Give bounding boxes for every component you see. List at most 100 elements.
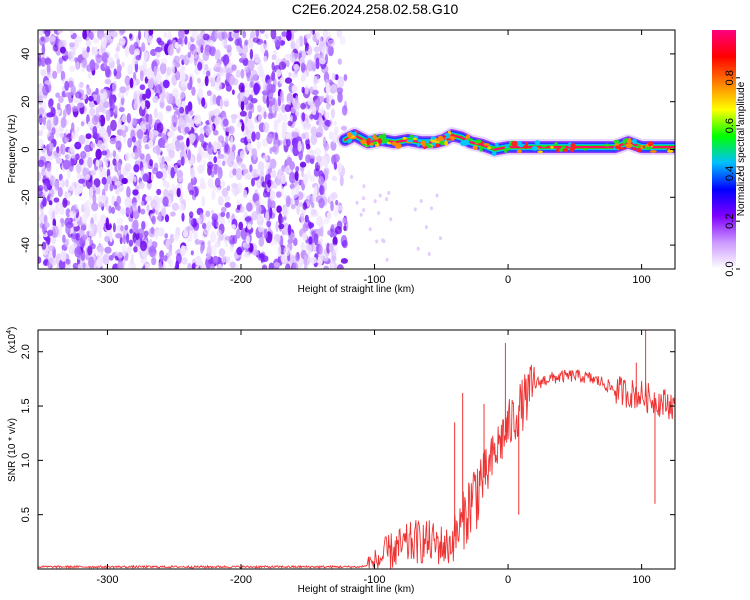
noise-speckle [156, 37, 162, 44]
noise-speckle [92, 37, 100, 44]
noise-speckle [100, 194, 107, 204]
noise-speckle [120, 225, 124, 232]
noise-speckle [319, 36, 323, 46]
noise-speckle [182, 229, 189, 238]
noise-speckle [133, 246, 138, 253]
noise-speckle [340, 258, 348, 264]
noise-speckle [297, 140, 302, 152]
noise-speckle [56, 102, 61, 111]
noise-speckle [308, 236, 313, 245]
noise-speckle [331, 131, 339, 144]
noise-speckle [60, 46, 66, 54]
noise-speckle [65, 223, 71, 235]
noise-speckle [271, 54, 277, 61]
noise-speckle [124, 152, 131, 161]
noise-speckle [124, 46, 130, 57]
ridge-speckle [570, 147, 575, 153]
noise-speckle [175, 70, 181, 81]
noise-speckle [105, 200, 109, 211]
noise-speckle [199, 177, 205, 188]
noise-speckle [167, 44, 174, 56]
noise-speckle [91, 184, 97, 191]
noise-speckle [90, 142, 96, 149]
noise-speckle [106, 175, 113, 185]
noise-speckle [248, 102, 252, 111]
noise-speckle [162, 79, 170, 89]
noise-speckle [110, 119, 117, 132]
noise-speckle [171, 202, 179, 211]
noise-speckle [305, 143, 311, 150]
noise-speckle [189, 211, 194, 219]
noise-speckle [208, 258, 214, 265]
noise-speckle [325, 93, 330, 105]
noise-speckle [74, 141, 82, 150]
noise-speckle [168, 142, 176, 151]
noise-speckle [150, 199, 158, 209]
noise-speckle [60, 143, 66, 155]
noise-speckle [48, 245, 55, 252]
noise-speckle [55, 108, 61, 115]
noise-speckle [107, 56, 114, 63]
noise-speckle [295, 183, 300, 194]
noise-speckle [88, 256, 95, 269]
noise-speckle [315, 57, 320, 70]
noise-speckle [228, 151, 235, 163]
noise-speckle [322, 136, 327, 145]
noise-speckle [269, 207, 273, 219]
noise-speckle [181, 212, 185, 222]
noise-speckle [187, 263, 192, 269]
noise-speckle [38, 171, 42, 182]
noise-speckle [266, 96, 270, 108]
noise-speckle [154, 229, 159, 238]
ridge-speckle [402, 136, 407, 140]
noise-speckle [326, 211, 332, 220]
noise-speckle [206, 245, 213, 256]
noise-speckle [126, 85, 130, 91]
noise-speckle [47, 261, 51, 269]
noise-speckle [141, 98, 146, 110]
noise-speckle [119, 30, 126, 35]
noise-speckle [76, 126, 80, 132]
noise-speckle [198, 133, 205, 143]
noise-speckle [102, 131, 109, 143]
noise-speckle [117, 251, 123, 259]
noise-speckle [314, 147, 322, 156]
top-x-tick-label: -100 [364, 274, 386, 286]
bottom-x-tick-label: 0 [505, 574, 511, 586]
noise-speckle [108, 94, 113, 107]
noise-speckle [240, 92, 245, 102]
noise-speckle [193, 49, 198, 59]
noise-speckle [148, 245, 156, 258]
noise-speckle [38, 184, 44, 192]
ridge-speckle [412, 137, 417, 141]
noise-speckle [293, 237, 298, 247]
noise-speckle [226, 185, 231, 191]
noise-speckle [64, 137, 69, 143]
top-y-tick-label: 20 [20, 96, 32, 108]
noise-speckle [331, 84, 336, 91]
colorbar-tick-label: 0.0 [724, 261, 736, 276]
snr-panel: -300 -200 -100 0 100 0.5 1.0 1.5 2.0 Height of … [6, 327, 676, 595]
noise-speckle [55, 35, 60, 46]
noise-speckle [281, 31, 288, 37]
noise-speckle [121, 61, 125, 68]
noise-speckle [86, 87, 92, 96]
noise-speckle [287, 224, 292, 236]
noise-speckle [240, 137, 248, 144]
noise-speckle [260, 42, 266, 54]
noise-speckle [298, 150, 303, 161]
noise-speckle [76, 173, 81, 179]
noise-speckle [95, 87, 99, 96]
noise-speckle [236, 121, 242, 128]
noise-speckle [84, 144, 92, 152]
noise-speckle [271, 169, 277, 178]
snr-line [38, 364, 675, 569]
noise-speckle [184, 126, 190, 134]
noise-speckle [309, 207, 314, 218]
noise-speckle [189, 167, 196, 179]
noise-speckle [92, 193, 97, 205]
ridge-speckle [366, 140, 371, 146]
noise-speckle [343, 74, 348, 82]
noise-speckle [311, 89, 319, 96]
